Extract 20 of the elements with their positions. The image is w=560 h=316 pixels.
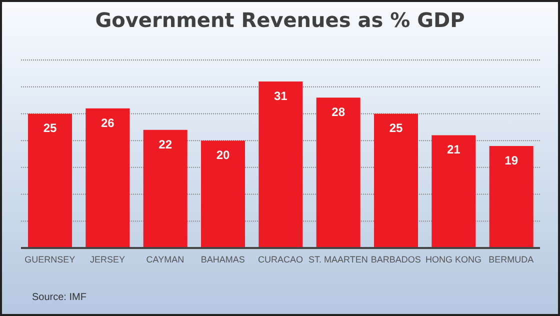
x-tick-label: BERMUDA [488, 254, 534, 264]
x-tick-label: BAHAMAS [200, 254, 245, 264]
x-tick-label: ST. MAARTEN [308, 254, 368, 264]
data-label: 21 [446, 142, 461, 157]
x-tick-label: HONG KONG [425, 254, 482, 264]
chart-title: Government Revenues as % GDP [94, 8, 466, 32]
data-label: 28 [332, 105, 346, 120]
x-tick-label: CURACAO [258, 254, 304, 264]
data-label: 19 [504, 153, 518, 168]
x-tick-label: JERSEY [90, 254, 126, 264]
x-tick-label: CAYMAN [146, 254, 184, 264]
data-label: 25 [389, 121, 403, 136]
x-tick-label: BARBADOS [370, 254, 421, 264]
x-tick-label: GUERNSEY [24, 254, 76, 264]
data-label: 25 [43, 121, 57, 136]
source-note: Source: IMF [32, 292, 86, 303]
data-label: 20 [216, 148, 230, 162]
data-label: 31 [274, 89, 288, 104]
data-label: 26 [100, 116, 115, 130]
data-label: 22 [158, 137, 172, 152]
